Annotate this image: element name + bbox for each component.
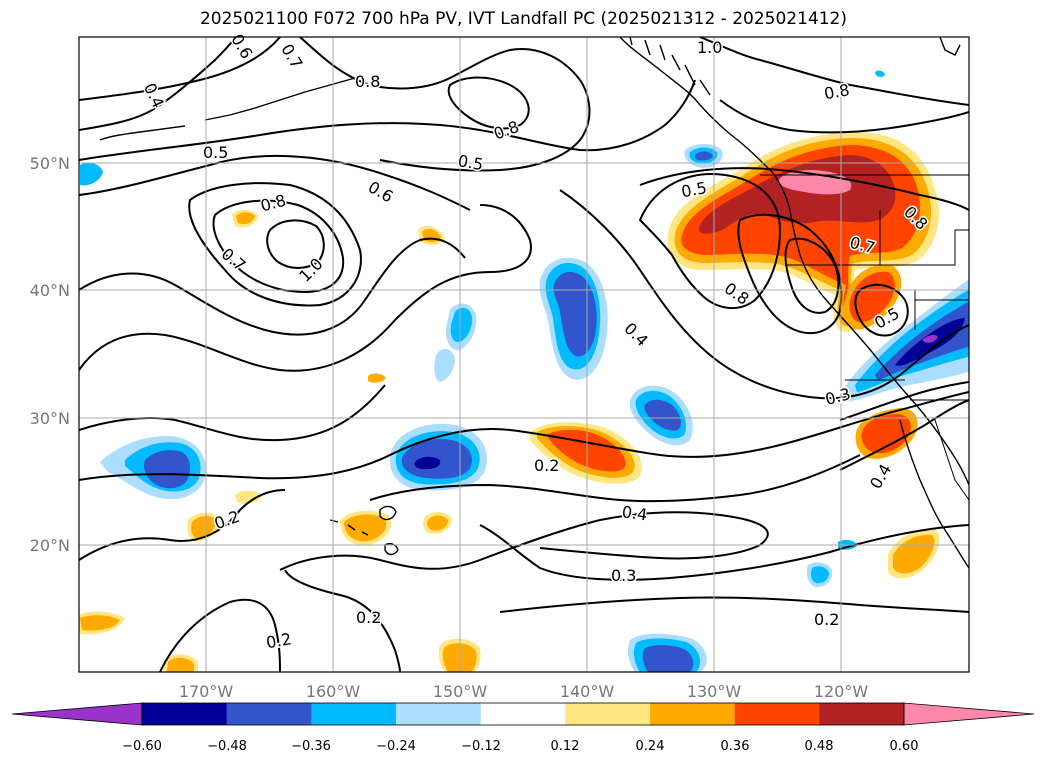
map-title: 2025021100 F072 700 hPa PV, IVT Landfall… (199, 9, 847, 29)
negative-anomaly-133w (629, 385, 693, 446)
colorbar-tick-label: 0.48 (805, 739, 834, 754)
colorbar-tick-label: 0.24 (636, 739, 665, 754)
contour-label: 0.8 (355, 72, 380, 91)
lon-tick-label: 170°W (179, 682, 234, 701)
colorbar-segment (819, 703, 905, 725)
contour-label: 0.2 (356, 608, 381, 627)
colorbar: −0.60 −0.48 −0.36 −0.24 −0.12 0.12 0.24 … (11, 702, 1035, 754)
lat-tick-label: 50°N (30, 154, 70, 173)
colorbar-segment (480, 703, 566, 725)
colorbar-segment (311, 703, 397, 725)
map-frame (78, 36, 970, 673)
contour-label: 0.8 (823, 80, 851, 103)
lat-tick-label: 20°N (30, 536, 70, 555)
negative-anomaly-168w (100, 435, 206, 500)
small-anomalies (79, 70, 885, 672)
colorbar-tick-labels: −0.60 −0.48 −0.36 −0.24 −0.12 0.12 0.24 … (122, 739, 918, 754)
positive-anomaly-pnw (667, 131, 939, 333)
colorbar-segment (142, 703, 228, 725)
colorbar-tick-label: −0.48 (207, 739, 247, 754)
colorbar-segment (734, 703, 820, 725)
lon-tick-label: 130°W (687, 682, 742, 701)
colorbar-segment (565, 703, 651, 725)
positive-anomaly-baja (855, 408, 918, 459)
contour-label: 0.2 (534, 456, 559, 475)
colorbar-segment (650, 703, 736, 725)
colorbar-tick-label: −0.12 (461, 739, 501, 754)
contour-label: 0.2 (814, 610, 839, 629)
longitude-tick-labels: 170°W 160°W 150°W 140°W 130°W 120°W (179, 682, 869, 701)
latitude-tick-labels: 50°N 40°N 30°N 20°N (30, 154, 70, 555)
colorbar-segment (226, 703, 312, 725)
lon-tick-label: 160°W (306, 682, 361, 701)
colorbar-segment (904, 703, 1034, 725)
colorbar-tick-label: 0.12 (551, 739, 580, 754)
coastlines (99, 37, 969, 569)
colorbar-segments (12, 703, 1034, 725)
colorbar-tick-label: −0.60 (122, 739, 162, 754)
contour-label: 0.4 (621, 502, 649, 524)
colorbar-tick-label: −0.36 (291, 739, 331, 754)
graticule (79, 37, 969, 672)
colorbar-segment (12, 703, 142, 725)
lat-tick-label: 40°N (30, 281, 70, 300)
lat-tick-label: 30°N (30, 409, 70, 428)
colorbar-tick-label: 0.60 (890, 739, 919, 754)
shaded-fields (79, 70, 969, 672)
lon-tick-label: 140°W (560, 682, 615, 701)
lon-tick-label: 150°W (433, 682, 488, 701)
lon-tick-label: 120°W (814, 682, 869, 701)
pv-contours (79, 37, 969, 672)
colorbar-frame (141, 702, 905, 726)
contour-label: 0.5 (203, 143, 228, 162)
contour-label: 1.0 (697, 38, 722, 57)
colorbar-tick-label: 0.36 (721, 739, 750, 754)
colorbar-tick-label: −0.24 (376, 739, 416, 754)
colorbar-segment (396, 703, 482, 725)
contour-label: 0.3 (611, 566, 636, 585)
